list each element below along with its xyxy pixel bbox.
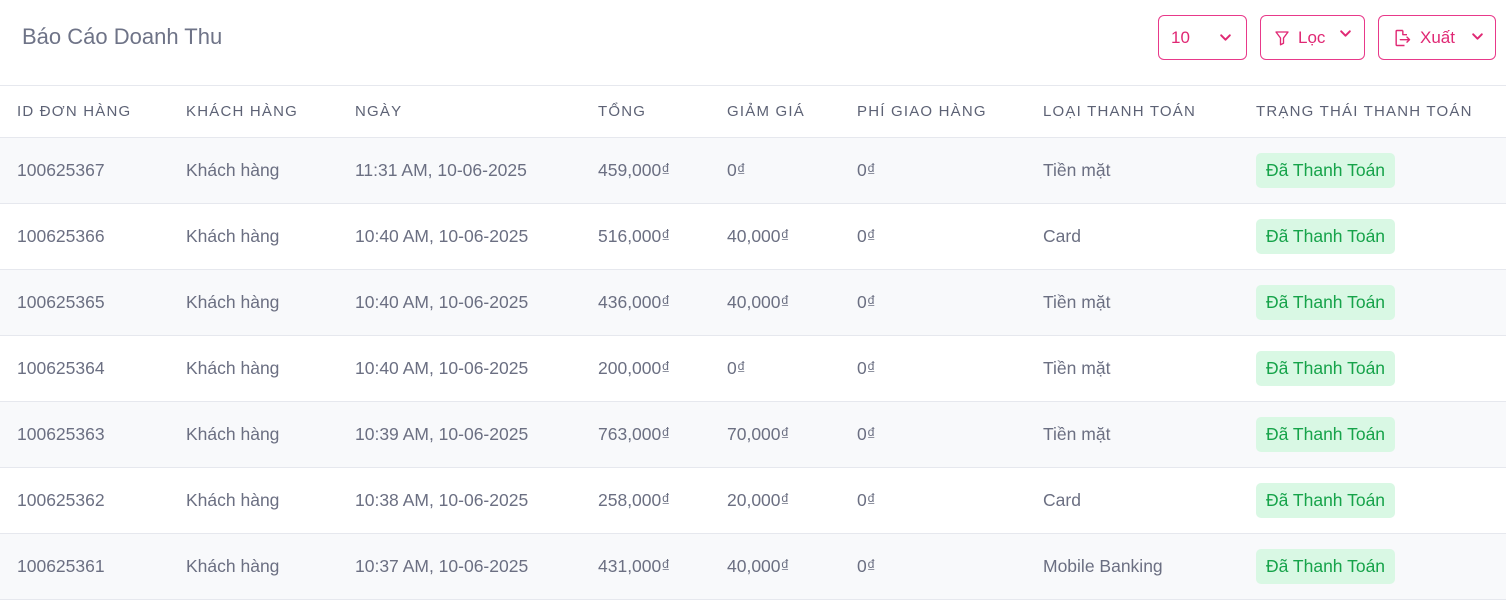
order-total: 516,000₫ [598,225,671,246]
order-discount: 70,000₫ [727,423,790,444]
shipping-fee: 0₫ [857,357,876,378]
filter-label: Lọc [1298,28,1326,47]
table-row[interactable]: 100625365 Khách hàng 10:40 AM, 10-06-202… [0,269,1506,335]
column-header-payment-type[interactable]: LOẠI THANH TOÁN [1043,102,1197,120]
order-date: 10:39 AM, 10-06-2025 [355,423,529,444]
revenue-table: ID ĐƠN HÀNG KHÁCH HÀNG NGÀY TỔNG GIẢM GI… [0,86,1506,600]
order-discount: 0₫ [727,159,746,180]
customer-name: Khách hàng [186,357,280,378]
shipping-fee: 0₫ [857,159,876,180]
payment-type: Tiền mặt [1043,357,1111,378]
export-button[interactable]: Xuất [1378,15,1496,60]
chevron-down-icon [1472,33,1483,40]
order-total: 459,000₫ [598,159,671,180]
order-id: 100625364 [17,357,105,378]
order-id: 100625363 [17,423,105,444]
order-discount: 40,000₫ [727,291,790,312]
customer-name: Khách hàng [186,225,280,246]
status-badge: Đã Thanh Toán [1256,284,1396,320]
table-row[interactable]: 100625367 Khách hàng 11:31 AM, 10-06-202… [0,137,1506,203]
order-discount: 0₫ [727,357,746,378]
payment-type: Tiền mặt [1043,159,1111,180]
order-discount: 20,000₫ [727,489,790,510]
shipping-fee: 0₫ [857,555,876,576]
chevron-down-icon [1220,34,1231,41]
shipping-fee: 0₫ [857,423,876,444]
order-date: 10:38 AM, 10-06-2025 [355,489,529,510]
customer-name: Khách hàng [186,291,280,312]
order-total: 763,000₫ [598,423,671,444]
table-row[interactable]: 100625364 Khách hàng 10:40 AM, 10-06-202… [0,335,1506,401]
status-badge: Đã Thanh Toán [1256,416,1396,452]
table-row[interactable]: 100625366 Khách hàng 10:40 AM, 10-06-202… [0,203,1506,269]
order-total: 436,000₫ [598,291,671,312]
payment-type: Tiền mặt [1043,423,1111,444]
order-id: 100625367 [17,159,105,180]
column-header-discount[interactable]: GIẢM GIÁ [727,102,805,120]
order-discount: 40,000₫ [727,555,790,576]
shipping-fee: 0₫ [857,291,876,312]
column-header-customer[interactable]: KHÁCH HÀNG [186,102,299,120]
column-header-total[interactable]: TỔNG [598,102,647,120]
order-id: 100625366 [17,225,105,246]
export-label: Xuất [1420,28,1455,47]
export-icon [1395,29,1411,47]
column-header-order-id[interactable]: ID ĐƠN HÀNG [17,102,132,120]
order-total: 431,000₫ [598,555,671,576]
order-date: 10:40 AM, 10-06-2025 [355,291,529,312]
table-header-row: ID ĐƠN HÀNG KHÁCH HÀNG NGÀY TỔNG GIẢM GI… [0,86,1506,137]
page-size-value: 10 [1171,28,1190,47]
order-discount: 40,000₫ [727,225,790,246]
status-badge: Đã Thanh Toán [1256,548,1396,584]
customer-name: Khách hàng [186,489,280,510]
filter-icon [1275,31,1289,46]
order-date: 10:37 AM, 10-06-2025 [355,555,529,576]
shipping-fee: 0₫ [857,225,876,246]
payment-type: Mobile Banking [1043,555,1163,576]
column-header-payment-status[interactable]: TRẠNG THÁI THANH TOÁN [1256,102,1473,120]
order-date: 11:31 AM, 10-06-2025 [355,159,527,180]
column-header-date[interactable]: NGÀY [355,102,403,120]
customer-name: Khách hàng [186,555,280,576]
status-badge: Đã Thanh Toán [1256,152,1396,188]
order-date: 10:40 AM, 10-06-2025 [355,225,529,246]
status-badge: Đã Thanh Toán [1256,482,1396,518]
status-badge: Đã Thanh Toán [1256,350,1396,386]
order-id: 100625362 [17,489,105,510]
table-row[interactable]: 100625363 Khách hàng 10:39 AM, 10-06-202… [0,401,1506,467]
order-id: 100625365 [17,291,105,312]
payment-type: Card [1043,225,1081,246]
shipping-fee: 0₫ [857,489,876,510]
page-header: Báo Cáo Doanh Thu 10 Lọc Xuất [0,0,1506,86]
order-total: 200,000₫ [598,357,671,378]
filter-button[interactable]: Lọc [1260,15,1365,60]
payment-type: Card [1043,489,1081,510]
column-header-shipping[interactable]: PHÍ GIAO HÀNG [857,102,987,120]
chevron-down-icon [1340,30,1351,37]
customer-name: Khách hàng [186,423,280,444]
page-title: Báo Cáo Doanh Thu [22,24,223,49]
order-date: 10:40 AM, 10-06-2025 [355,357,529,378]
table-row[interactable]: 100625361 Khách hàng 10:37 AM, 10-06-202… [0,533,1506,599]
table-row[interactable]: 100625362 Khách hàng 10:38 AM, 10-06-202… [0,467,1506,533]
customer-name: Khách hàng [186,159,280,180]
order-total: 258,000₫ [598,489,671,510]
status-badge: Đã Thanh Toán [1256,218,1396,254]
payment-type: Tiền mặt [1043,291,1111,312]
order-id: 100625361 [17,555,105,576]
page-size-select[interactable]: 10 [1158,15,1247,60]
